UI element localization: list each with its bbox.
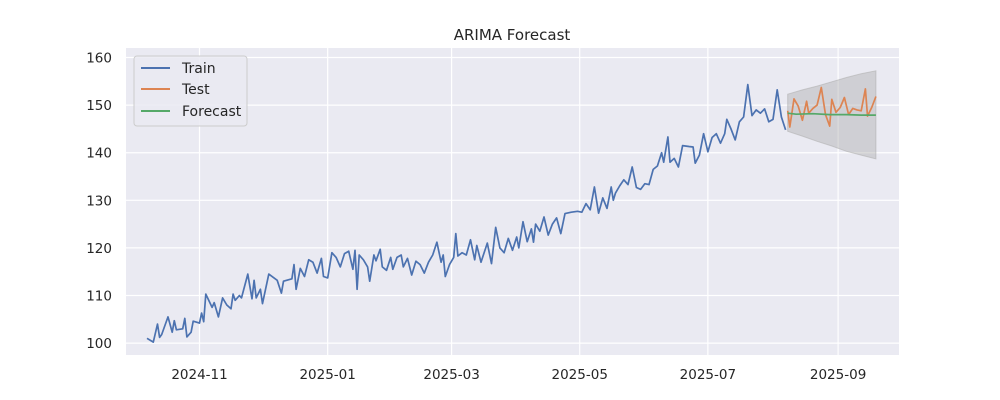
- x-tick-label: 2025-05: [552, 367, 608, 383]
- x-tick-label: 2025-03: [423, 367, 479, 383]
- y-tick-label: 150: [86, 98, 112, 114]
- legend: Train Test Forecast: [133, 55, 248, 127]
- y-tick-label: 120: [86, 241, 112, 257]
- legend-label-train: Train: [181, 61, 216, 77]
- plot-background: [126, 48, 899, 355]
- y-tick-label: 130: [86, 193, 112, 209]
- x-tick-labels: 2024-11 2025-01 2025-03 2025-05 2025-07 2025-…: [171, 367, 866, 383]
- x-tick-label: 2025-09: [810, 367, 866, 383]
- chart-title: ARIMA Forecast: [454, 26, 571, 44]
- series-line-forecast: [787, 112, 876, 116]
- series-line-train: [146, 83, 787, 343]
- grid-lines: [126, 48, 899, 355]
- x-tick-label: 2025-01: [299, 367, 355, 383]
- legend-label-test: Test: [181, 82, 210, 98]
- x-tick-label: 2024-11: [171, 367, 227, 383]
- y-tick-label: 100: [86, 336, 112, 352]
- series-line-test: [786, 86, 877, 128]
- y-tick-label: 110: [86, 289, 112, 305]
- x-tick-label: 2025-07: [680, 367, 736, 383]
- y-tick-label: 160: [86, 51, 112, 67]
- y-tick-labels: 100 110 120 130 140 150 160: [86, 51, 112, 353]
- series-layer: [146, 83, 877, 343]
- legend-label-forecast: Forecast: [182, 104, 242, 120]
- y-tick-label: 140: [86, 146, 112, 162]
- legend-box: [133, 55, 248, 127]
